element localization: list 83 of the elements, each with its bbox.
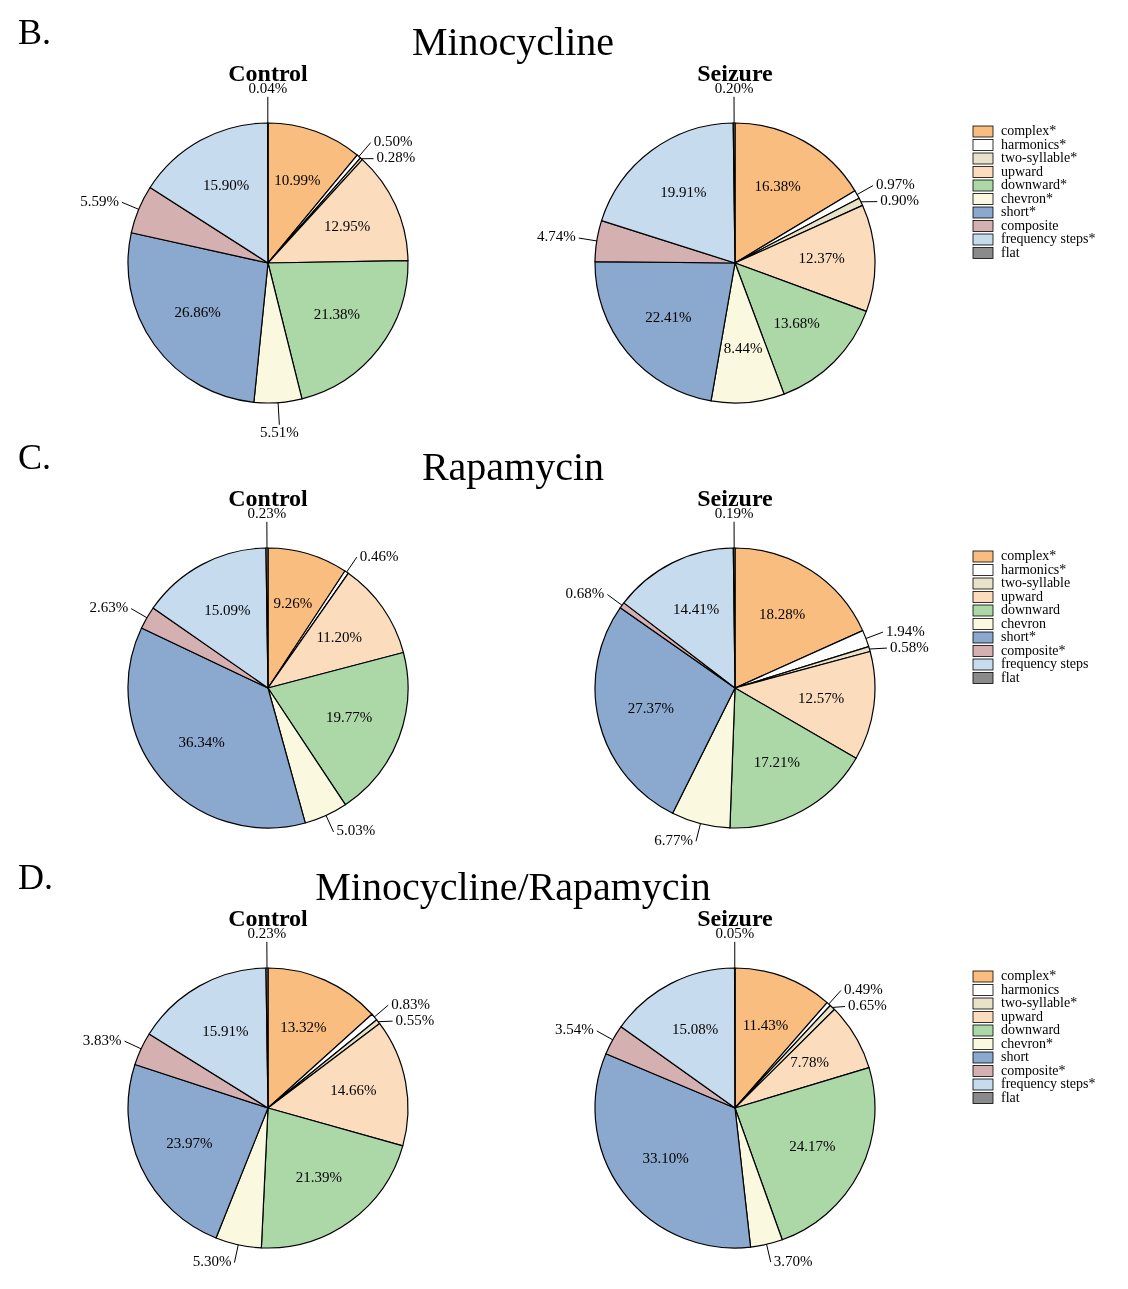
data-label: 7.78% — [790, 1054, 829, 1071]
data-label: 12.37% — [798, 250, 845, 267]
data-label: 21.39% — [295, 1168, 342, 1185]
data-label: 14.66% — [330, 1082, 377, 1099]
legend-label: flat — [1001, 1089, 1020, 1105]
text: C. — [18, 437, 52, 477]
legend-label: composite* — [1001, 1062, 1066, 1078]
data-label: 0.50% — [373, 133, 413, 150]
data-label: 15.09% — [204, 601, 251, 618]
data-label: 12.95% — [323, 217, 371, 234]
data-label: 0.46% — [359, 547, 399, 564]
legend-label: short* — [1001, 204, 1036, 220]
data-label: 13.68% — [773, 314, 820, 331]
legend-label: chevron* — [1001, 1035, 1054, 1051]
text: Minocycline/Rapamycin — [315, 864, 711, 909]
legend-label: complex* — [1001, 123, 1057, 139]
data-label: 3.83% — [82, 1031, 122, 1048]
data-label: 11.43% — [742, 1017, 789, 1034]
data-label: 4.74% — [537, 228, 576, 245]
legend-label: two-syllable* — [1001, 150, 1078, 166]
data-label: 0.90% — [880, 192, 920, 209]
legend-label: two-syllable — [1001, 575, 1071, 591]
data-label: 26.86% — [174, 304, 221, 321]
data-label: 24.17% — [789, 1137, 836, 1154]
data-label: 21.38% — [313, 306, 361, 323]
data-label: 23.97% — [166, 1135, 213, 1152]
legend-label: short* — [1001, 629, 1036, 645]
data-label: 15.90% — [203, 177, 250, 194]
data-label: 1.94% — [885, 622, 925, 639]
data-label: 12.57% — [797, 689, 845, 706]
data-label: 22.41% — [645, 309, 692, 325]
legend-label: two-syllable* — [1001, 995, 1078, 1011]
text: D. — [18, 857, 53, 897]
data-label: 19.91% — [660, 183, 707, 200]
data-label: 13.32% — [280, 1019, 327, 1036]
data-label: 14.41% — [672, 600, 720, 617]
data-label: 33.10% — [642, 1150, 689, 1167]
data-label: 5.59% — [80, 192, 119, 209]
data-label: 0.83% — [391, 995, 430, 1012]
legend-label: composite* — [1001, 642, 1066, 658]
legend-label: composite — [1001, 217, 1059, 233]
data-label: 17.21% — [753, 754, 801, 771]
legend-label: frequency steps — [1001, 656, 1089, 672]
data-label: 0.49% — [843, 980, 883, 997]
data-label: 8.44% — [723, 339, 763, 356]
data-label: 10.99% — [274, 171, 321, 188]
data-label: 0.58% — [889, 638, 929, 655]
legend-label: complex* — [1001, 548, 1057, 564]
data-label: 0.28% — [376, 149, 416, 166]
text: Minocycline — [411, 19, 615, 64]
data-label: 11.20% — [316, 628, 363, 645]
data-label: 15.91% — [202, 1022, 249, 1039]
data-label: 18.28% — [759, 605, 806, 622]
legend-label: downward — [1001, 602, 1061, 618]
legend-label: flat — [1001, 669, 1020, 685]
data-label: 19.77% — [325, 709, 373, 726]
legend-label: frequency steps* — [1001, 1076, 1096, 1092]
data-label: 0.55% — [395, 1011, 435, 1028]
data-label: 0.65% — [848, 996, 887, 1013]
data-label: 5.30% — [192, 1253, 232, 1270]
data-label: 16.38% — [754, 177, 801, 194]
legend-label: complex* — [1001, 968, 1057, 984]
data-label: 5.03% — [336, 822, 376, 839]
legend-label: downward* — [1001, 177, 1068, 193]
legend-label: frequency steps* — [1001, 231, 1096, 247]
data-label: 0.97% — [875, 176, 915, 193]
text: Rapamycin — [421, 444, 605, 489]
data-label: 3.54% — [555, 1021, 594, 1038]
legend-label: chevron — [1001, 615, 1047, 631]
data-label: 27.37% — [627, 699, 674, 716]
legend-label: flat — [1001, 244, 1020, 260]
data-label: 6.77% — [654, 831, 693, 848]
data-label: 2.63% — [89, 599, 129, 616]
data-label: 3.70% — [773, 1252, 813, 1269]
text: B. — [18, 12, 52, 52]
data-label: 5.51% — [260, 424, 299, 441]
data-label: 36.34% — [178, 734, 225, 751]
legend-label: short — [1001, 1049, 1030, 1065]
data-label: 9.26% — [273, 595, 313, 612]
legend-label: chevron* — [1001, 190, 1054, 206]
data-label: 0.68% — [565, 584, 605, 601]
legend-label: downward — [1001, 1022, 1061, 1038]
data-label: 15.08% — [672, 1021, 719, 1038]
